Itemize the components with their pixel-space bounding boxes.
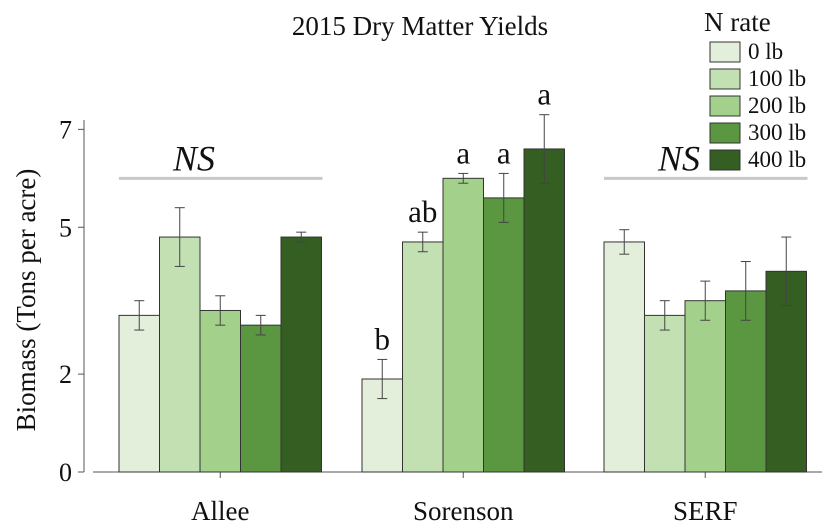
bars-group [118, 148, 807, 473]
bar [280, 236, 322, 473]
bar [603, 241, 645, 473]
y-tick-label: 5 [59, 213, 72, 242]
legend-entry-label: 200 lb [748, 93, 806, 118]
y-tick-label: 7 [59, 115, 72, 144]
legend-entry-label: 400 lb [748, 147, 806, 172]
bar [684, 300, 726, 473]
legend-swatch [709, 122, 741, 144]
significance-letter: a [456, 135, 470, 170]
x-category-label: SERF [673, 496, 738, 526]
x-category-label: Allee [191, 496, 249, 526]
significance-letter: a [537, 77, 551, 112]
legend-entry-label: 100 lb [748, 66, 806, 91]
bar [199, 309, 241, 473]
bar [361, 378, 403, 473]
significance-letter: a [497, 135, 511, 170]
chart-title: 2015 Dry Matter Yields [292, 11, 548, 41]
y-tick-label: 2 [59, 360, 72, 389]
legend-title: N rate [704, 7, 771, 37]
bar [644, 314, 686, 473]
legend-entry-label: 300 lb [748, 120, 806, 145]
bar [523, 148, 565, 473]
legend-entry-label: 0 lb [748, 39, 783, 64]
error-bars-group [134, 114, 792, 400]
legend-swatch [709, 68, 741, 90]
bar [483, 197, 525, 473]
ns-label: NS [657, 138, 700, 178]
bar [159, 236, 201, 473]
bar [725, 290, 767, 473]
bar [118, 314, 160, 473]
y-tick-label: 0 [59, 458, 72, 487]
ns-label: NS [172, 138, 215, 178]
bar [240, 324, 282, 473]
legend-swatch [709, 149, 741, 171]
x-category-label: Sorenson [413, 496, 514, 526]
legend-swatch [709, 95, 741, 117]
bar [442, 177, 484, 473]
significance-letter: ab [408, 194, 437, 229]
bar [402, 241, 444, 473]
y-axis-label: Biomass (Tons per acre) [11, 169, 41, 432]
legend-swatch [709, 41, 741, 63]
axes: 0 2 5 7 Allee Sorenson SERF [59, 115, 822, 526]
significance-letter: b [375, 321, 391, 356]
